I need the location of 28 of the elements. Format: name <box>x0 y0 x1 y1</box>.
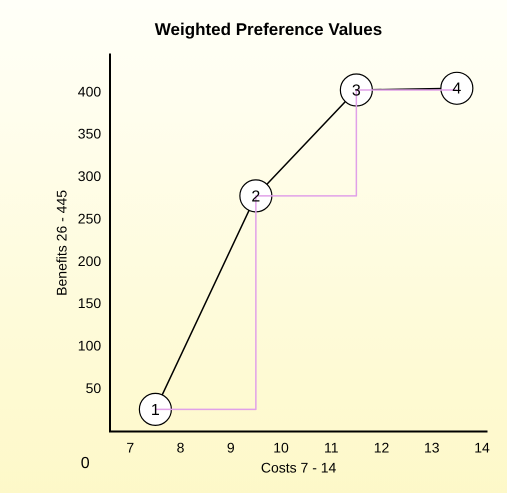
x-tick-label: 7 <box>126 440 134 456</box>
y-tick-label: 400 <box>78 83 102 100</box>
chart-title: Weighted Preference Values <box>154 20 382 39</box>
x-tick-label: 12 <box>374 440 390 456</box>
y-tick-label: 350 <box>78 126 102 142</box>
y-tick-label: 100 <box>78 338 102 354</box>
point <box>440 72 474 105</box>
x-tick-label: 10 <box>273 440 289 456</box>
y-tick-label: 50 <box>86 380 102 396</box>
annotation: 2 <box>251 188 260 206</box>
x-tick-label: 8 <box>176 440 185 456</box>
y-axis-title: Benefits 26 - 445 <box>53 190 70 296</box>
annotation: 3 <box>352 82 361 100</box>
x-tick-label: 11 <box>324 440 339 456</box>
y-tick-label: 300 <box>78 168 102 184</box>
x-axis-title: Costs 7 - 14 <box>260 459 337 476</box>
x-tick-label: 14 <box>474 440 490 456</box>
text: 0 <box>80 454 90 472</box>
y-tick-label: 150 <box>78 295 102 312</box>
point <box>138 392 172 426</box>
annotation: 1 <box>150 402 160 419</box>
point <box>340 73 373 107</box>
x-tick-label: 13 <box>424 440 440 456</box>
y-tick-label: 250 <box>78 210 102 226</box>
x-tick-label: 9 <box>226 440 235 456</box>
point <box>239 179 272 212</box>
y-tick-label: 200 <box>78 252 102 269</box>
annotation: 4 <box>452 80 462 98</box>
